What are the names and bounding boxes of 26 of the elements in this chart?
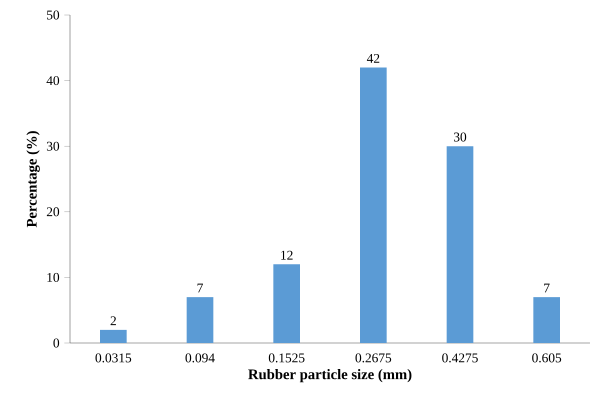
data-label: 12: [281, 250, 293, 260]
bar: [100, 330, 127, 343]
x-axis-title: Rubber particle size (mm): [248, 368, 412, 382]
data-label: 42: [366, 54, 380, 63]
x-tick-label: 0.0315: [96, 353, 132, 362]
data-label: 7: [544, 284, 550, 292]
y-axis-title: Percentage (%): [26, 131, 40, 228]
x-tick-label: 0.4275: [442, 353, 478, 362]
x-tick-label: 0.1525: [268, 353, 304, 362]
data-label: 7: [198, 284, 203, 292]
y-tick-label: 40: [46, 76, 60, 86]
y-tick-label: 50: [47, 10, 60, 20]
data-label: 30: [454, 132, 466, 142]
y-tick-label: 20: [46, 207, 60, 216]
bar: [446, 146, 474, 343]
y-tick-label: 10: [47, 272, 60, 282]
bar: [273, 264, 300, 343]
x-tick-label: 0.605: [532, 353, 562, 362]
y-tick-label: 0: [53, 338, 60, 348]
bar: [533, 297, 560, 343]
bar: [186, 297, 214, 343]
y-tick-label: 30: [46, 142, 60, 151]
bar: [360, 67, 387, 343]
x-tick-label: 0.2675: [356, 353, 392, 362]
data-label: 2: [110, 316, 116, 326]
x-tick-label: 0.094: [186, 353, 215, 362]
